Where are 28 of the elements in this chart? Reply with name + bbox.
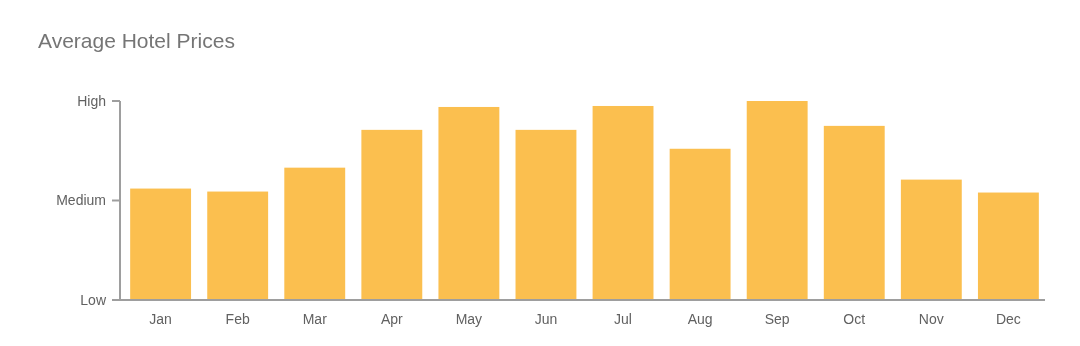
- x-tick-label: Nov: [918, 311, 944, 327]
- chart-title: Average Hotel Prices: [38, 29, 235, 52]
- bar: [746, 101, 808, 300]
- x-tick-label: Aug: [687, 311, 713, 327]
- x-tick-label: Oct: [843, 311, 866, 327]
- x-tick-label: Jul: [614, 311, 632, 327]
- bar: [823, 125, 885, 300]
- x-tick-label: Feb: [225, 311, 250, 327]
- x-tick-label: Apr: [380, 311, 404, 327]
- bar: [207, 191, 269, 300]
- x-tick-label: Mar: [302, 311, 328, 327]
- text: Medium: [56, 192, 106, 209]
- x-tick-label: Jan: [149, 311, 172, 327]
- bar: [515, 129, 577, 300]
- bar: [669, 148, 731, 300]
- bar: [361, 129, 423, 300]
- bar: [438, 106, 500, 300]
- bar: [130, 188, 192, 300]
- text: Low: [80, 291, 107, 308]
- text: High: [77, 92, 106, 109]
- bar: [284, 167, 346, 300]
- bar: [592, 105, 654, 300]
- x-tick-label: Sep: [764, 311, 790, 327]
- x-tick-label: May: [455, 311, 483, 327]
- x-tick-label: Dec: [995, 311, 1021, 327]
- x-tick-label: Jun: [534, 311, 558, 327]
- bar: [900, 179, 962, 300]
- bar: [977, 192, 1039, 300]
